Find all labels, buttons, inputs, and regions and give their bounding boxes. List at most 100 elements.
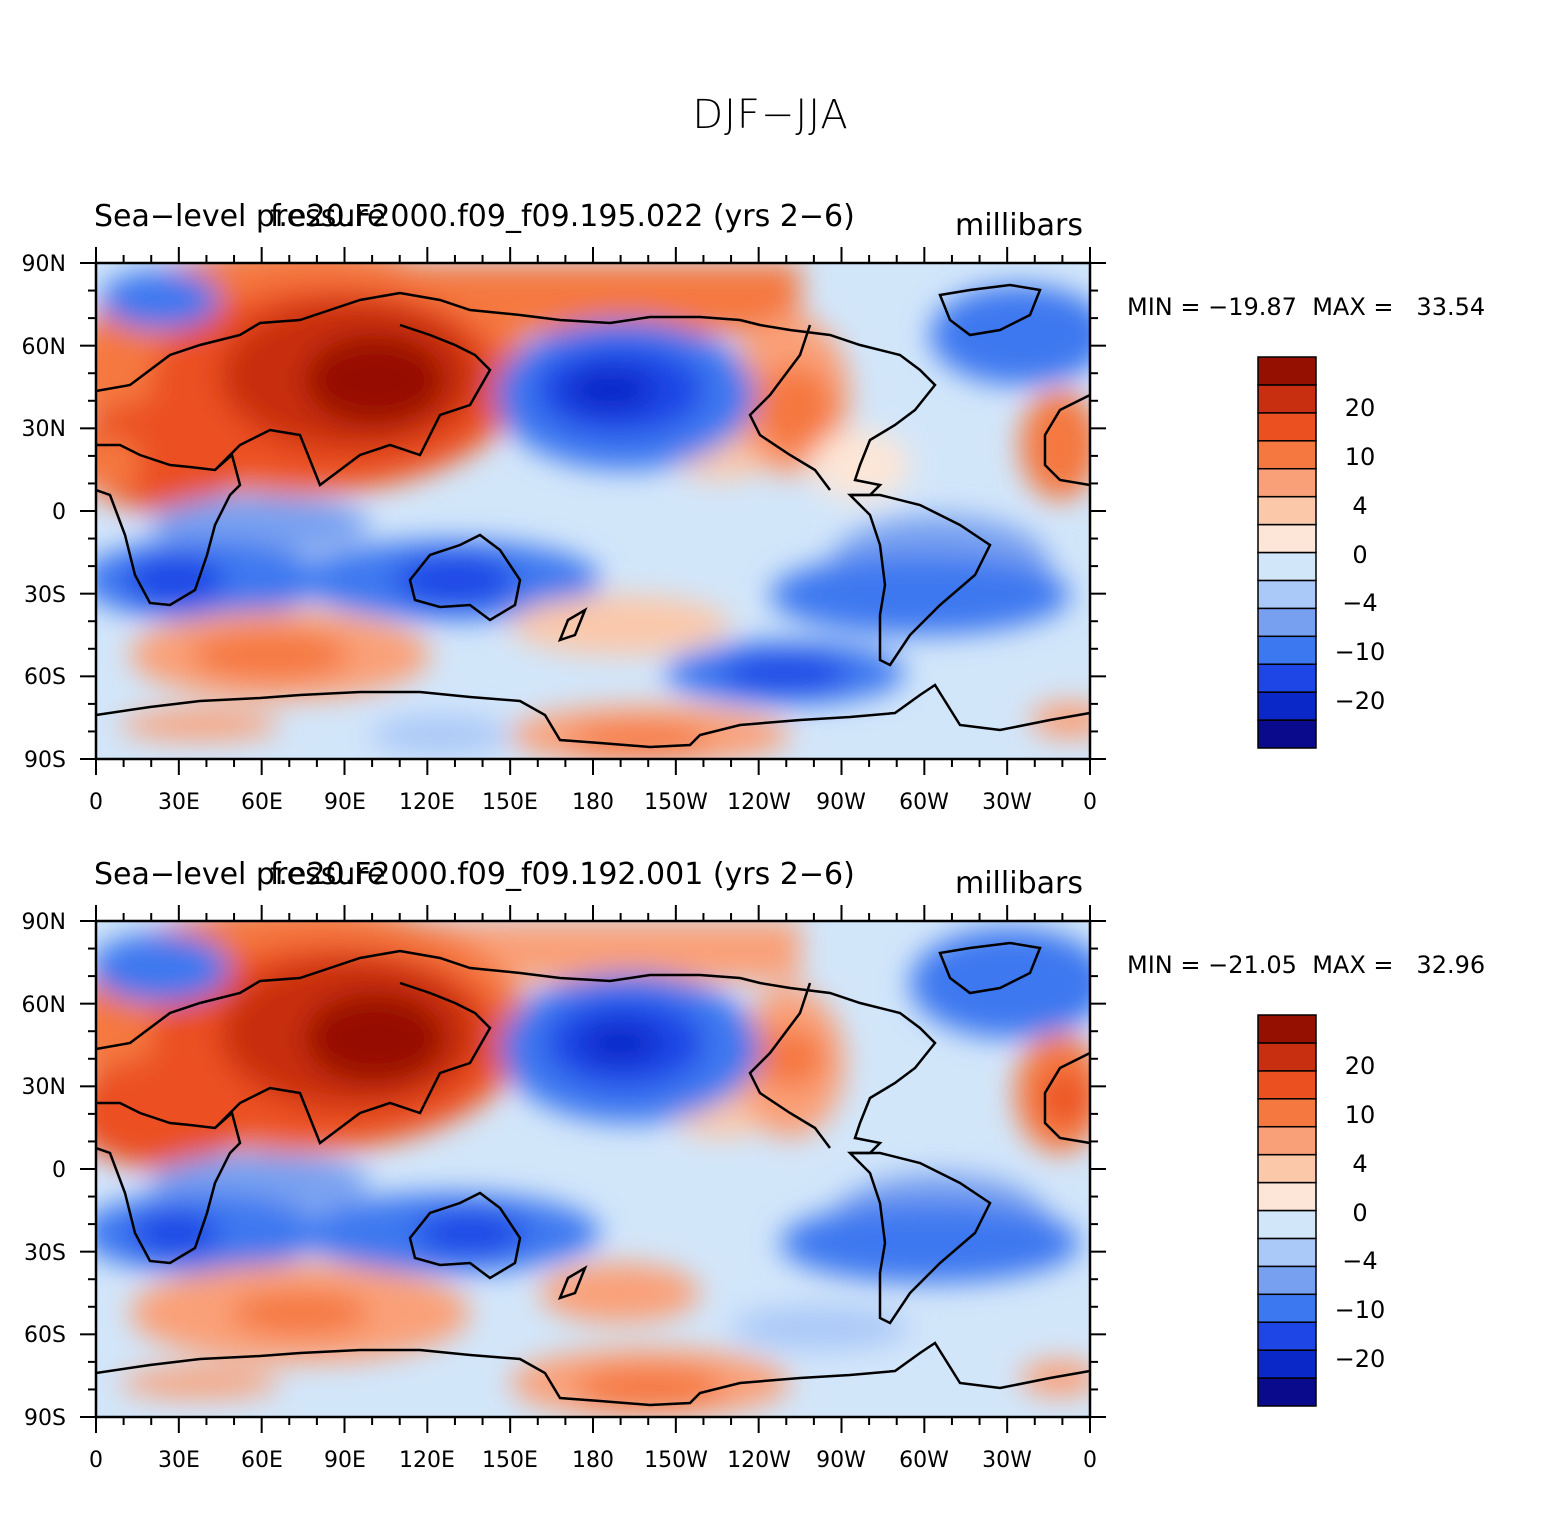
lat-label: 30N <box>22 417 66 442</box>
lat-label: 60S <box>24 1323 66 1348</box>
lon-label: 150W <box>644 1448 708 1473</box>
lon-label: 90E <box>324 1448 366 1473</box>
colorbar-swatch <box>1257 1098 1317 1128</box>
colorbar-swatch <box>1257 495 1317 526</box>
colorbar-swatch <box>1257 1265 1317 1296</box>
lon-label: 30E <box>158 790 200 815</box>
colorbar-swatch <box>1257 1209 1317 1240</box>
lat-label: 30S <box>24 583 66 608</box>
lon-label: 60W <box>899 790 949 815</box>
colorbar-swatch <box>1257 1014 1317 1044</box>
contour-field <box>96 263 1090 759</box>
colorbar-label: 20 <box>1344 1052 1376 1080</box>
lon-label: 150E <box>482 1448 538 1473</box>
lon-label: 90E <box>324 790 366 815</box>
min-label: MIN = <box>1127 951 1201 979</box>
map-panel-2: Sea−level pressure f.e20.F2000.f09_f09.1… <box>0 853 1541 1493</box>
lon-label: 90W <box>816 790 866 815</box>
colorbar-label: −4 <box>1342 589 1378 617</box>
contour-field <box>96 921 1090 1417</box>
map-panel-1: Sea−level pressure f.e20.F2000.f09_f09.1… <box>0 195 1541 835</box>
lon-label: 120E <box>399 790 455 815</box>
panel-variable-title: Sea−level pressure <box>94 199 386 234</box>
lat-label: 90S <box>24 748 66 773</box>
lat-label: 90N <box>22 910 66 935</box>
colorbar-swatch <box>1257 1293 1317 1323</box>
map-plot: 90N 60N 30N 0 30S 60S 90S 0 30E 60E 90E … <box>22 905 1317 1473</box>
colorbar-swatch <box>1257 1070 1317 1100</box>
min-max-stats: MIN = −19.87 MAX = 33.54 <box>1127 293 1485 321</box>
lon-label: 150E <box>482 790 538 815</box>
colorbar-swatch <box>1257 1125 1317 1156</box>
min-max-stats: MIN = −21.05 MAX = 32.96 <box>1127 951 1485 979</box>
colorbar-swatch <box>1257 523 1317 554</box>
colorbar-label: −10 <box>1334 1296 1386 1324</box>
lon-label: 180 <box>572 1448 614 1473</box>
lat-label: 30N <box>22 1075 66 1100</box>
colorbar-swatch <box>1257 1153 1317 1184</box>
panel-variable-title: Sea−level pressure <box>94 857 386 892</box>
lon-label: 120W <box>727 1448 791 1473</box>
colorbar-swatch <box>1257 663 1317 693</box>
colorbar <box>1257 356 1317 749</box>
lon-label: 150W <box>644 790 708 815</box>
colorbar-label: −20 <box>1334 687 1386 715</box>
colorbar-label: 20 <box>1344 394 1376 422</box>
lon-label: 30E <box>158 1448 200 1473</box>
colorbar-swatch <box>1257 1321 1317 1351</box>
lon-label: 90W <box>816 1448 866 1473</box>
colorbar-swatch <box>1257 607 1317 638</box>
lat-label: 0 <box>52 500 66 525</box>
colorbar-label: 0 <box>1352 1199 1368 1227</box>
colorbar-swatch <box>1257 1042 1317 1072</box>
lat-label: 60N <box>22 993 66 1018</box>
colorbar-label: −10 <box>1334 638 1386 666</box>
max-value: 33.54 <box>1416 293 1486 321</box>
max-value: 32.96 <box>1416 951 1486 979</box>
colorbar-label: 0 <box>1352 541 1368 569</box>
lon-label: 60E <box>241 1448 283 1473</box>
colorbar-swatch <box>1257 1181 1317 1212</box>
x-axis-labels: 0 30E 60E 90E 120E 150E 180 150W 120W 90… <box>89 1448 1097 1473</box>
panel-units: millibars <box>955 208 1083 243</box>
lat-label: 30S <box>24 1241 66 1266</box>
lon-label: 0 <box>1083 1448 1097 1473</box>
y-axis-labels: 90N 60N 30N 0 30S 60S 90S <box>22 252 66 773</box>
max-label: MAX = <box>1312 293 1394 321</box>
colorbar-swatch <box>1257 691 1317 721</box>
colorbar-swatch <box>1257 1349 1317 1379</box>
lon-label: 120E <box>399 1448 455 1473</box>
lon-label: 30W <box>982 790 1032 815</box>
lon-label: 0 <box>89 1448 103 1473</box>
lat-label: 0 <box>52 1158 66 1183</box>
colorbar-swatch <box>1257 635 1317 665</box>
max-label: MAX = <box>1312 951 1394 979</box>
coastlines <box>96 941 1090 1407</box>
lon-label: 0 <box>89 790 103 815</box>
lon-label: 120W <box>727 790 791 815</box>
colorbar-swatch <box>1257 719 1317 749</box>
colorbar-label: −20 <box>1334 1345 1386 1373</box>
colorbar-swatch <box>1257 440 1317 470</box>
colorbar-swatch <box>1257 384 1317 414</box>
axis-ticks <box>80 247 1106 775</box>
y-axis-labels: 90N 60N 30N 0 30S 60S 90S <box>22 910 66 1431</box>
colorbar-swatch <box>1257 412 1317 442</box>
colorbar-label: −4 <box>1342 1247 1378 1275</box>
x-axis-labels: 0 30E 60E 90E 120E 150E 180 150W 120W 90… <box>89 790 1097 815</box>
colorbar-label: 10 <box>1344 1101 1376 1129</box>
lon-label: 60W <box>899 1448 949 1473</box>
lat-label: 60N <box>22 335 66 360</box>
colorbar-label: 4 <box>1352 492 1368 520</box>
lat-label: 60S <box>24 665 66 690</box>
lon-label: 60E <box>241 790 283 815</box>
lat-label: 90S <box>24 1406 66 1431</box>
colorbar <box>1257 1014 1317 1407</box>
colorbar-label: 4 <box>1352 1150 1368 1178</box>
min-value: −19.87 <box>1208 293 1297 321</box>
panel-case-title: f.e20.F2000.f09_f09.195.022 (yrs 2−6) <box>270 199 855 234</box>
panel-units: millibars <box>955 866 1083 901</box>
lat-label: 90N <box>22 252 66 277</box>
colorbar-swatch <box>1257 579 1317 610</box>
lon-label: 30W <box>982 1448 1032 1473</box>
